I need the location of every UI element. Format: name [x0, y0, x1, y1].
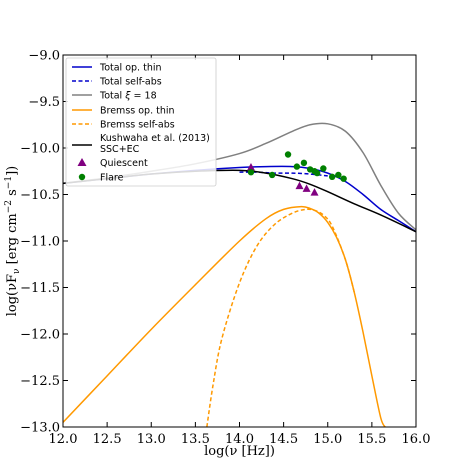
legend-label-flare: Flare	[100, 173, 124, 184]
x-tick-label: 12.5	[93, 432, 122, 447]
y-tick-labels: −13.0 −12.5 −12.0 −11.5 −11.0 −10.5 −10.0 −9.5 −…	[20, 49, 60, 436]
x-tick-label: 15.0	[313, 432, 342, 447]
point-quiescent	[310, 188, 319, 196]
y-tick-label: −13.0	[20, 421, 60, 436]
legend-marker-quiescent	[77, 158, 87, 166]
x-axis-label: log(ν [Hz])	[204, 444, 275, 459]
series-line-bremss-selfabs	[206, 208, 355, 427]
x-tick-labels: 12.0 12.5 13.0 13.5 14.0 14.5 15.0 15.5 16.0	[49, 432, 431, 447]
point-quiescent	[302, 184, 311, 192]
x-tick-label: 13.5	[181, 432, 210, 447]
y-axis-label: log(νFν [erg cm−2 s−1])	[4, 166, 22, 317]
point-flare	[293, 163, 301, 170]
legend-label-total-selfabs: Total self-abs	[99, 77, 162, 88]
point-quiescent	[295, 181, 304, 190]
point-flare	[328, 173, 336, 181]
x-tick-label: 14.5	[269, 432, 298, 447]
x-tick-label: 14.0	[225, 432, 254, 447]
point-flare	[335, 171, 342, 179]
scatter-layer	[246, 151, 347, 196]
legend-box	[65, 57, 217, 187]
x-tick-label: 12.0	[49, 432, 78, 447]
point-flare	[268, 171, 276, 179]
point-flare	[300, 159, 308, 167]
legend: Total op. thin Total self-abs Total ξ = …	[65, 57, 217, 187]
point-flare	[284, 151, 292, 158]
legend-label-bremss-thin: Bremss op. thin	[100, 106, 175, 117]
y-tick-label: −12.5	[20, 374, 60, 389]
series-line-bremss-thin	[63, 205, 386, 427]
legend-label-total-xi18: Total ξ = 18	[99, 91, 157, 102]
x-tick-label: 15.5	[357, 432, 386, 447]
y-tick-label: −12.0	[20, 328, 60, 343]
legend-label-kushwaha-line2: SSC+EC	[100, 144, 140, 155]
x-tick-label: 16.0	[402, 432, 431, 447]
point-flare	[247, 168, 255, 176]
legend-label-total-thin: Total op. thin	[99, 63, 162, 74]
point-flare	[320, 165, 327, 172]
point-flare	[311, 168, 318, 175]
point-flare	[340, 175, 347, 182]
legend-label-bremss-selfabs: Bremss self-abs	[100, 120, 175, 131]
legend-label-kushwaha: Kushwaha et al. (2013)	[100, 133, 210, 144]
legend-marker-flare	[78, 173, 86, 181]
y-tick-label: −10.0	[20, 142, 60, 157]
legend-label-quiescent: Quiescent	[100, 158, 148, 169]
ticks-layer	[62, 54, 417, 428]
point-quiescent	[246, 163, 255, 171]
y-tick-label: −11.0	[20, 235, 60, 250]
x-tick-label: 13.0	[137, 432, 166, 447]
y-tick-label: −11.5	[20, 281, 60, 296]
y-tick-label: −9.0	[28, 49, 60, 64]
y-tick-label: −10.5	[20, 188, 60, 203]
y-tick-label: −9.5	[28, 95, 60, 110]
